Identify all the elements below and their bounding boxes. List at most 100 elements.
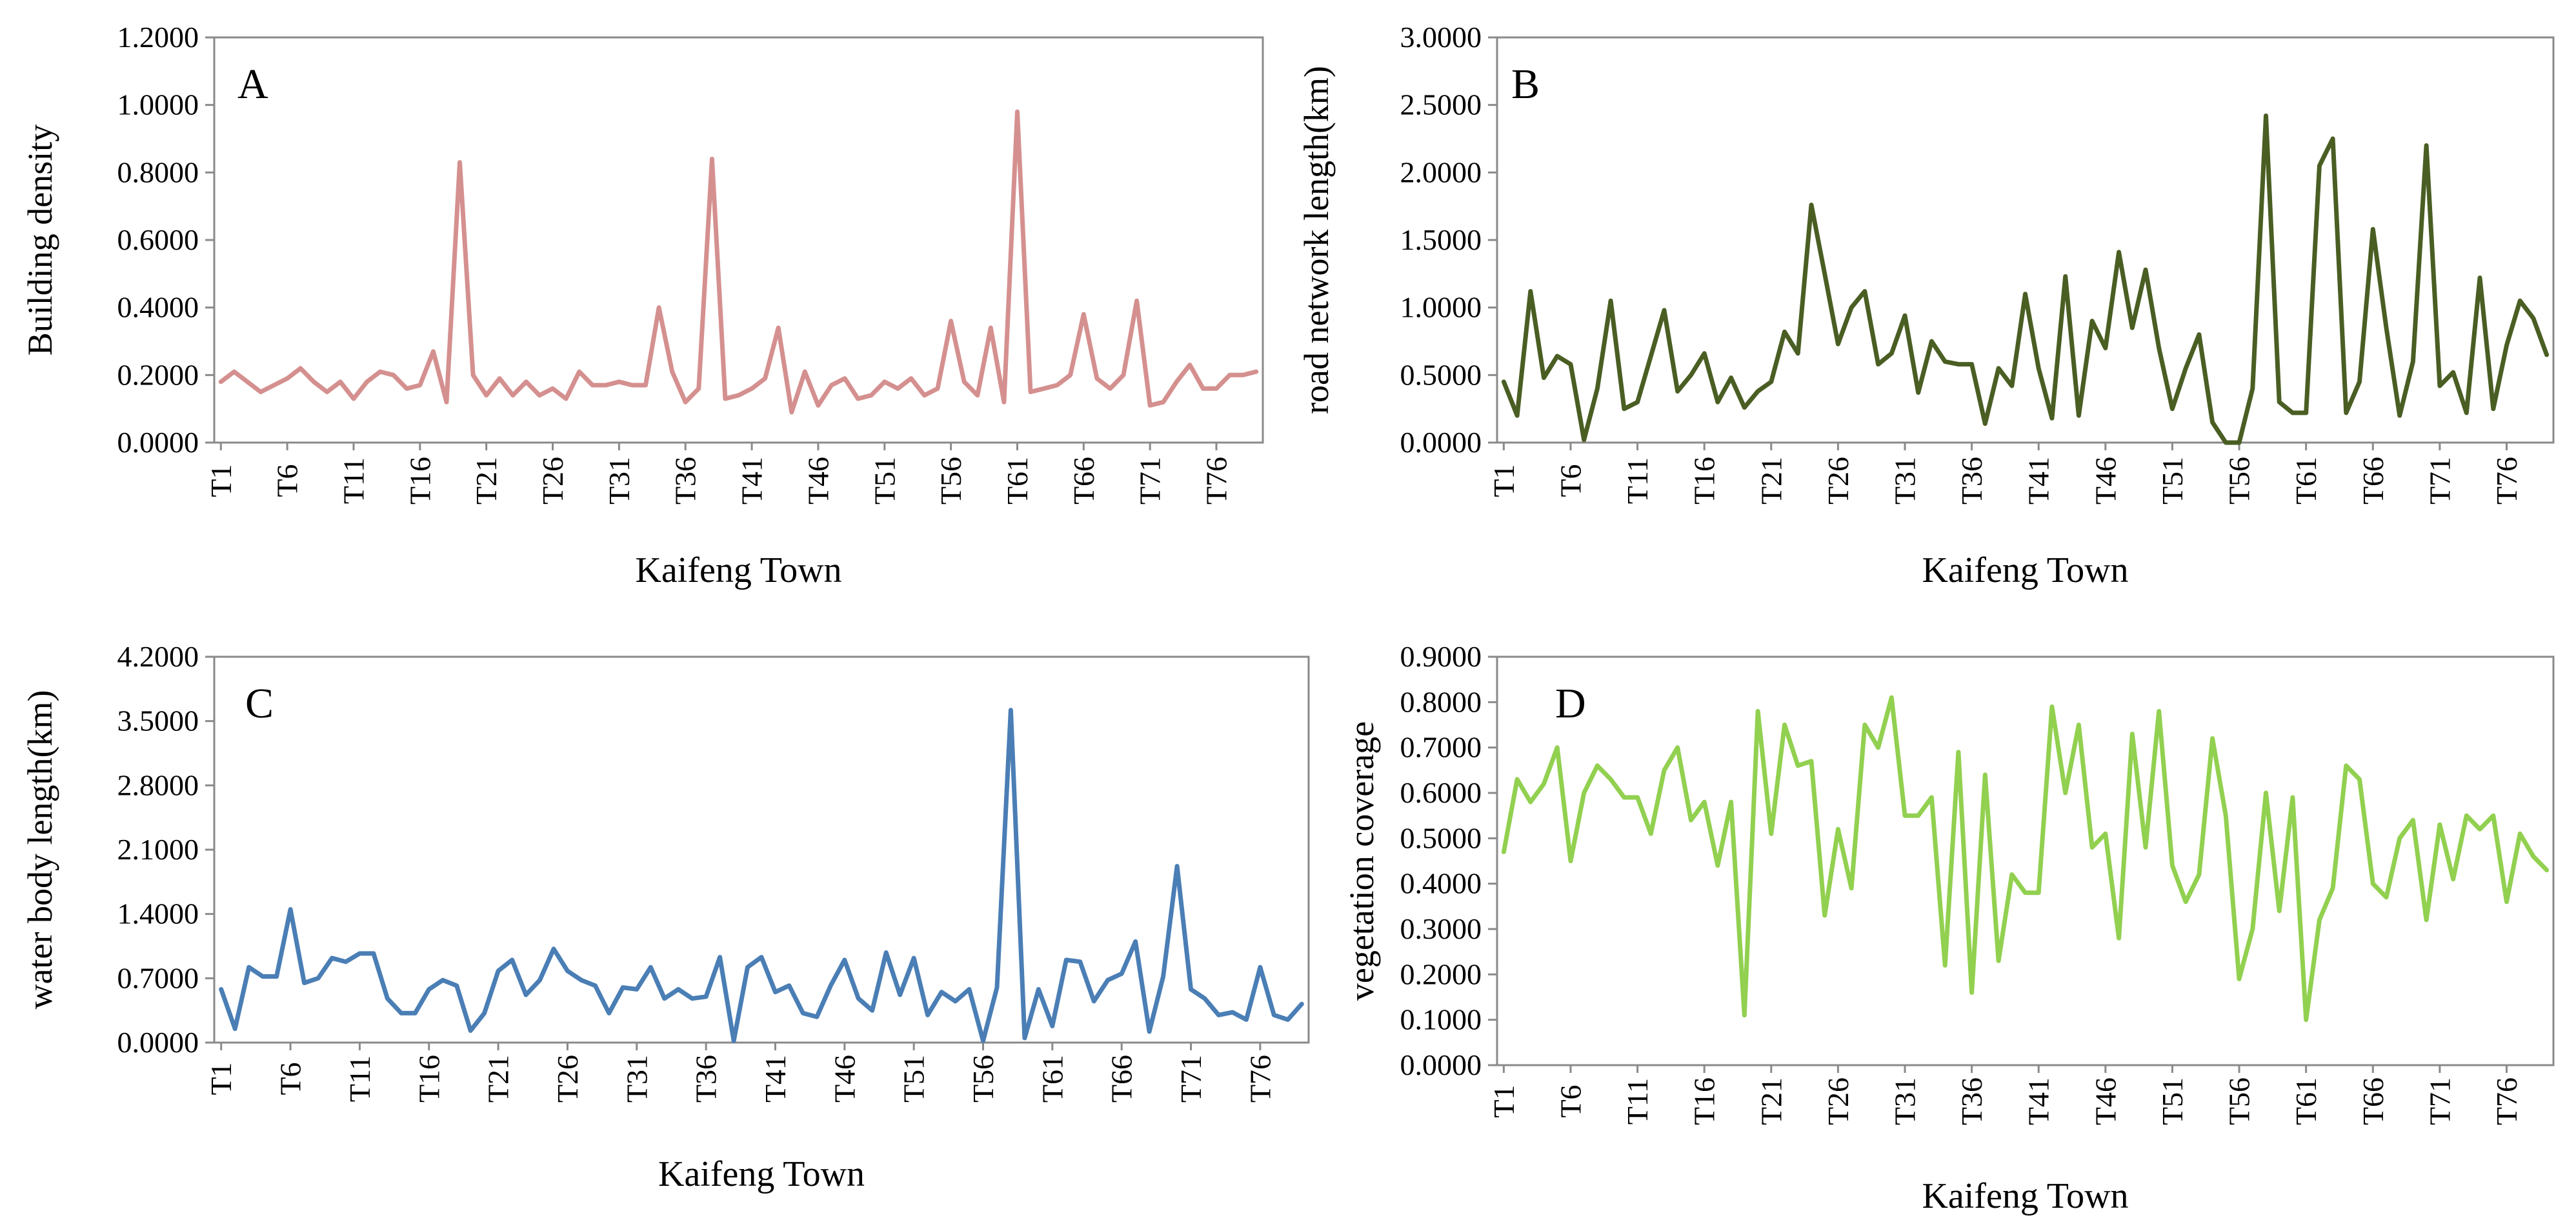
- data-point: [1864, 290, 1866, 293]
- y-tick-label: 0.8000: [1400, 685, 1482, 718]
- data-point: [2519, 299, 2521, 302]
- data-point: [2399, 837, 2401, 839]
- data-point: [649, 966, 652, 968]
- data-point: [1609, 778, 1612, 781]
- data-point: [400, 1012, 403, 1014]
- data-point: [2011, 874, 2013, 876]
- x-tick-label: T21: [470, 457, 503, 505]
- data-point: [2184, 901, 2187, 903]
- data-point: [2532, 317, 2535, 319]
- x-tick-label: T31: [1889, 1077, 1922, 1125]
- data-point: [747, 966, 749, 968]
- data-point: [248, 966, 250, 968]
- series-line: [219, 708, 1304, 1043]
- data-point: [1971, 992, 1973, 994]
- x-tick-label: T26: [1822, 457, 1855, 505]
- data-point: [2238, 977, 2240, 980]
- data-point: [2091, 846, 2093, 848]
- data-point: [2211, 421, 2214, 424]
- plot-frame: [1496, 655, 2555, 1066]
- x-tick-label: T51: [868, 457, 901, 505]
- data-point: [976, 394, 979, 397]
- data-point: [1596, 765, 1598, 767]
- data-point: [1516, 414, 1518, 417]
- x-tick-label: T31: [1889, 457, 1922, 505]
- data-point: [750, 387, 753, 390]
- data-point: [428, 988, 430, 990]
- data-point: [2506, 344, 2508, 346]
- data-point: [1676, 746, 1679, 749]
- data-point: [456, 985, 458, 987]
- data-point: [1730, 801, 1733, 803]
- data-point: [591, 384, 594, 386]
- data-point: [1148, 1030, 1151, 1033]
- data-point: [1056, 384, 1058, 386]
- data-point: [710, 157, 713, 160]
- data-point: [472, 374, 474, 376]
- x-tick-label: T26: [536, 457, 569, 505]
- x-tick-label: T66: [2357, 457, 2390, 505]
- data-point: [1810, 204, 1813, 206]
- data-point: [1890, 696, 1893, 699]
- data-point: [817, 404, 820, 406]
- x-tick-label: T76: [2490, 457, 2523, 505]
- data-point: [663, 997, 666, 1000]
- data-point: [1770, 381, 1773, 383]
- data-point: [2251, 387, 2254, 390]
- data-point: [2371, 228, 2374, 230]
- data-point: [1716, 401, 1719, 403]
- data-point: [618, 381, 620, 383]
- data-point: [1502, 850, 1505, 853]
- chart-panel-a: 0.0000 0.2000 0.4000 0.6000 0.8000 1.0000 1.20…: [21, 21, 1264, 590]
- data-point: [2318, 165, 2320, 167]
- data-point: [2091, 320, 2093, 323]
- data-point: [2305, 1019, 2308, 1021]
- data-point: [885, 952, 887, 954]
- data-point: [566, 970, 569, 972]
- data-point: [801, 1012, 804, 1014]
- y-axis-title: vegetation coverage: [1342, 721, 1381, 1001]
- data-point: [982, 1039, 985, 1042]
- x-tick-label: T41: [759, 1055, 792, 1103]
- data-point: [764, 377, 767, 380]
- y-tick-label: 2.8000: [117, 768, 199, 801]
- data-point: [2224, 441, 2227, 444]
- y-axis-title: Building density: [21, 125, 59, 356]
- data-point: [1096, 377, 1098, 380]
- data-point: [2265, 114, 2268, 117]
- x-tick-label: T1: [205, 1062, 237, 1095]
- data-point: [605, 384, 607, 386]
- data-point: [936, 387, 939, 390]
- data-point: [1649, 355, 1652, 357]
- data-point: [738, 394, 740, 397]
- x-tick-label: T56: [2223, 1077, 2256, 1125]
- data-point: [1229, 374, 1231, 376]
- data-point: [857, 397, 860, 400]
- data-point: [2546, 354, 2548, 356]
- data-point: [1890, 352, 1893, 355]
- data-point: [1984, 774, 1986, 776]
- data-point: [989, 326, 992, 329]
- x-tick-label: T21: [1755, 1077, 1787, 1125]
- data-point: [1596, 387, 1598, 390]
- x-tick-label: T61: [1001, 457, 1034, 505]
- data-point: [1037, 988, 1040, 990]
- data-point: [1836, 828, 1839, 830]
- data-point: [912, 957, 915, 959]
- y-axis-title: water body length(km): [21, 690, 59, 1010]
- data-point: [923, 394, 926, 397]
- y-tick-label: 0.3000: [1400, 912, 1482, 945]
- y-tick-label: 1.0000: [1400, 291, 1482, 324]
- data-point: [2158, 347, 2160, 350]
- data-point: [950, 320, 952, 323]
- data-point: [1930, 340, 1933, 343]
- data-point: [538, 394, 541, 397]
- data-point: [1583, 792, 1585, 794]
- data-point: [366, 381, 368, 383]
- data-point: [1944, 360, 1946, 363]
- data-point: [1716, 865, 1719, 867]
- data-point: [2532, 855, 2535, 858]
- x-tick-label: T36: [1955, 457, 1988, 505]
- data-point: [1245, 1018, 1247, 1021]
- y-tick-label: 0.6000: [117, 223, 199, 256]
